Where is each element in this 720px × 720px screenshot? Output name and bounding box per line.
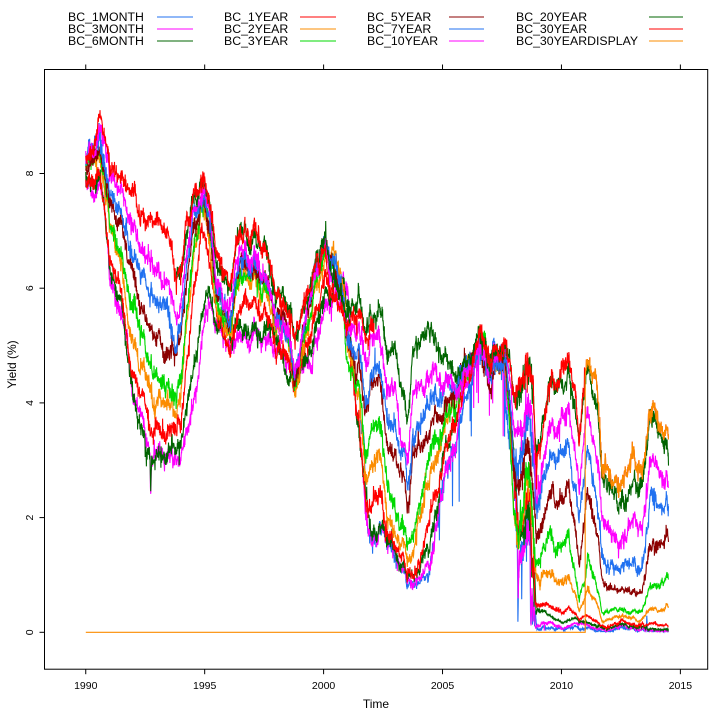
svg-text:Yield (%): Yield (%) [5, 340, 19, 388]
svg-text:BC_30YEAR: BC_30YEAR [516, 22, 587, 36]
svg-text:6: 6 [24, 285, 36, 291]
svg-text:8: 8 [24, 170, 36, 176]
svg-text:2005: 2005 [431, 680, 455, 692]
svg-text:1995: 1995 [193, 680, 217, 692]
svg-text:2010: 2010 [550, 680, 574, 692]
svg-text:BC_30YEARDISPLAY: BC_30YEARDISPLAY [516, 34, 638, 48]
svg-text:2015: 2015 [669, 680, 693, 692]
svg-text:2000: 2000 [312, 680, 336, 692]
svg-text:BC_6MONTH: BC_6MONTH [68, 34, 144, 48]
svg-text:0: 0 [24, 629, 36, 635]
svg-text:4: 4 [24, 400, 36, 406]
svg-text:BC_7YEAR: BC_7YEAR [367, 22, 431, 36]
svg-text:Time: Time [363, 697, 390, 711]
svg-text:BC_20YEAR: BC_20YEAR [516, 10, 587, 24]
svg-text:BC_3YEAR: BC_3YEAR [224, 34, 288, 48]
svg-text:2: 2 [24, 515, 36, 521]
svg-text:BC_1YEAR: BC_1YEAR [224, 10, 288, 24]
svg-text:1990: 1990 [74, 680, 98, 692]
svg-text:BC_3MONTH: BC_3MONTH [68, 22, 144, 36]
svg-text:BC_5YEAR: BC_5YEAR [367, 10, 431, 24]
svg-text:BC_10YEAR: BC_10YEAR [367, 34, 438, 48]
svg-text:BC_1MONTH: BC_1MONTH [68, 10, 144, 24]
svg-text:BC_2YEAR: BC_2YEAR [224, 22, 288, 36]
